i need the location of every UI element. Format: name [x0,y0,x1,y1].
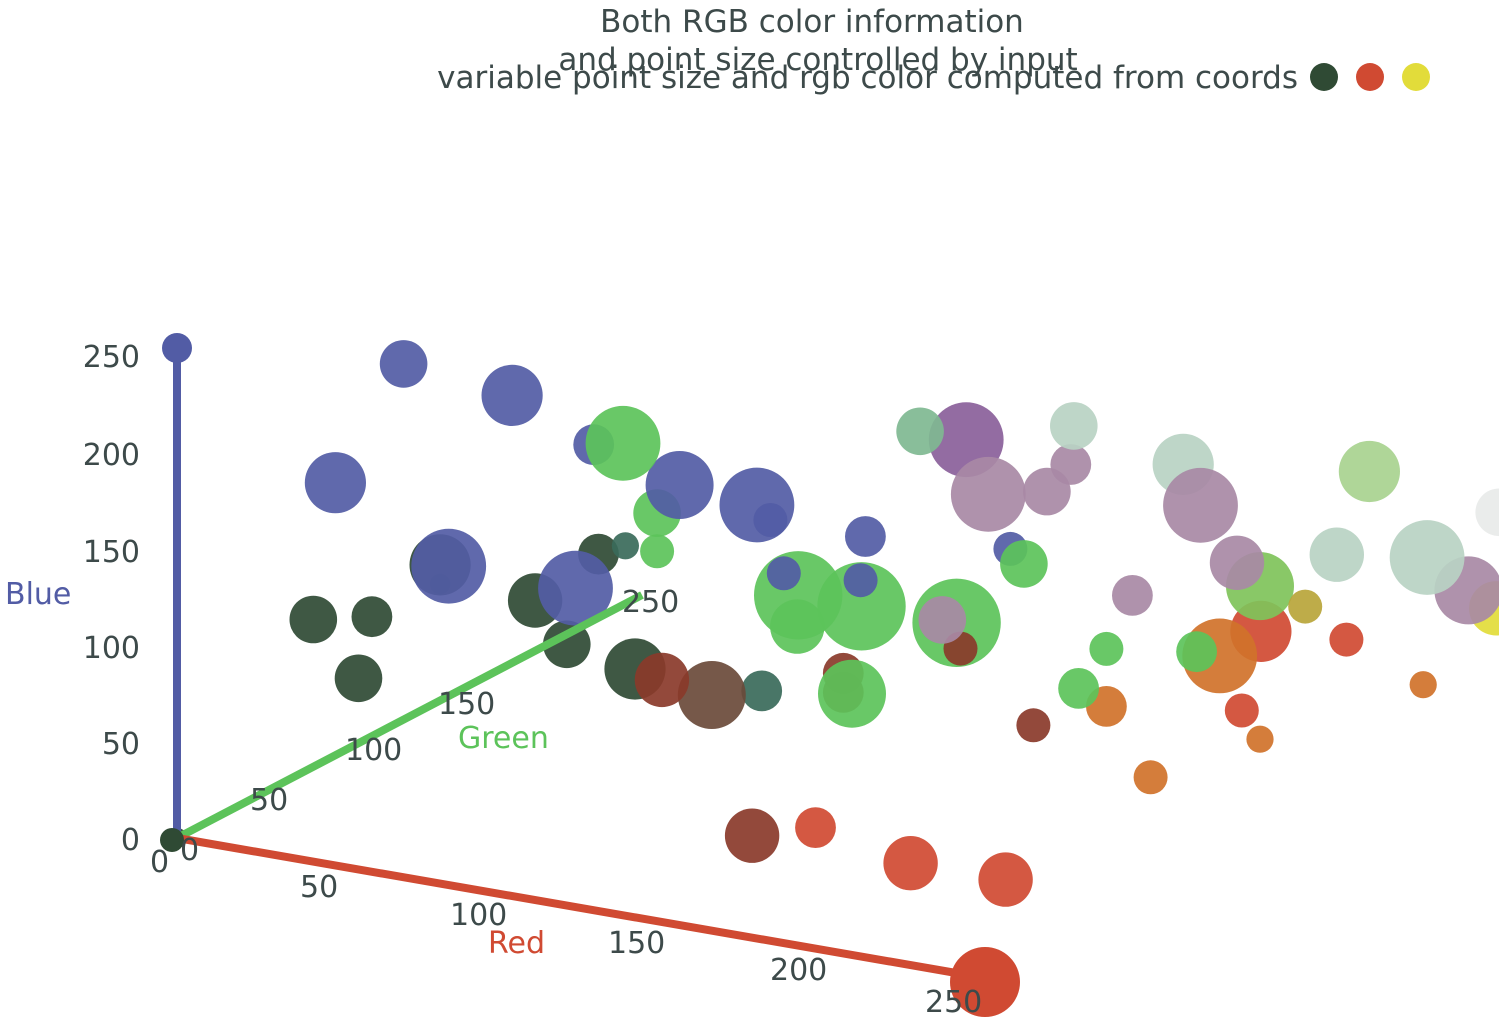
data-point [1112,575,1153,616]
data-point [634,652,690,708]
data-point [1329,622,1364,657]
red-tick: 0 [150,845,169,880]
data-point [1089,631,1124,666]
data-point [379,340,428,388]
blue-tick: 0 [121,823,140,858]
data-point [1209,535,1265,590]
legend-swatches [1310,63,1430,91]
data-point [1409,671,1437,699]
red-tick: 100 [450,898,507,933]
data-point [1288,589,1323,624]
red-axis-line [176,834,986,982]
data-point [677,661,746,729]
data-point [640,534,675,569]
blue-axis-endpoint [162,333,192,363]
red-axis-endpoint [950,947,1020,1017]
green-tick: 250 [622,585,679,620]
data-point [770,599,825,654]
red-tick: 50 [300,870,338,905]
red-tick: 150 [608,926,665,961]
red-axis-label: Red [488,926,545,961]
green-tick: 100 [345,733,402,768]
data-point [1050,402,1098,450]
data-point [411,528,487,604]
data-point [753,503,788,537]
data-point [724,808,780,863]
data-point [818,659,886,728]
data-point [766,556,801,591]
green-axis-label: Green [458,721,549,756]
green-tick: 0 [180,833,199,868]
data-point [1176,631,1217,673]
blue-tick: 150 [83,535,140,570]
data-point [1475,488,1499,537]
data-point [896,407,944,456]
data-point [351,596,393,638]
legend-swatch [1356,63,1384,91]
legend-swatch [1402,63,1430,91]
data-point [1163,467,1238,543]
data-point [538,550,613,626]
data-point [845,516,886,557]
data-point [1023,467,1071,516]
green-axis-ticks: 0 50 100 150 250 [180,585,679,868]
blue-tick: 250 [83,340,140,375]
data-point [304,452,366,514]
data-point [843,563,878,598]
origin-point [160,828,184,852]
data-point [795,807,836,848]
chart-title: Both RGB color information [600,4,1024,40]
data-point [918,596,967,644]
green-axis-line [175,591,644,842]
data-point [1389,520,1465,595]
red-tick: 200 [770,953,827,988]
data-point [1000,540,1048,588]
blue-axis-label: Blue [5,577,71,612]
data-point [950,456,1026,532]
data-point [289,595,338,644]
data-point [883,836,938,891]
green-tick: 50 [250,783,288,818]
legend-label: variable point size and rgb color comput… [437,60,1298,96]
data-point [741,670,783,712]
data-point [1133,760,1168,795]
red-tick: 250 [925,985,982,1020]
data-point [1246,725,1274,753]
blue-tick: 50 [102,727,140,762]
blue-axis-ticks: 0 50 100 150 200 250 [83,340,140,858]
data-point [585,405,661,481]
data-point [481,364,543,426]
data-point [1058,668,1099,709]
points-layer [166,339,1499,1006]
blue-tick: 100 [83,631,140,666]
blue-tick: 200 [83,438,140,473]
data-point [978,852,1033,907]
data-point [1016,708,1051,743]
data-point [611,532,640,560]
data-point [334,654,383,703]
chart-subtitle: and point size controlled by input [558,42,1077,78]
data-point [1224,693,1259,728]
legend-swatch [1310,63,1338,91]
red-axis-ticks: 0 50 100 150 200 250 [150,845,982,1020]
green-tick: 150 [438,687,495,722]
axes-layer [160,333,1020,1017]
data-point [1309,527,1365,582]
data-point [645,451,714,519]
data-point [1338,440,1400,503]
